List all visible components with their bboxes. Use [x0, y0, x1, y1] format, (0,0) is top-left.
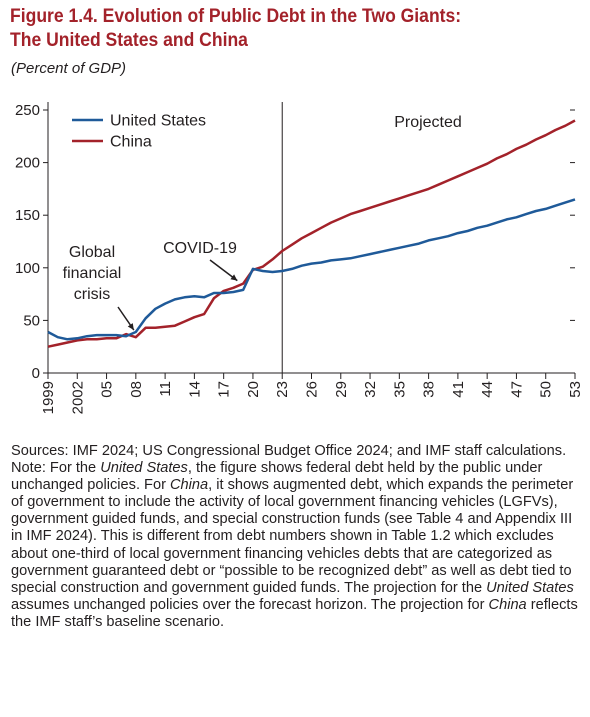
sources-text: Sources: IMF 2024; US Congressional Budg…: [11, 443, 567, 459]
annotation-covid-line-0: COVID-19: [163, 240, 237, 257]
note-text: Note: For the United States, the figure …: [11, 460, 586, 631]
x-tick-label-2044: 44: [479, 381, 496, 398]
series-line-united-states: [47, 198, 576, 341]
x-tick-label-1999: 1999: [40, 381, 57, 414]
annotation-gfc-line-2: crisis: [74, 286, 110, 303]
x-tick-label-2002: 2002: [69, 381, 86, 414]
figure-title-line-1: Figure 1.4. Evolution of Public Debt in …: [10, 5, 462, 27]
note-run-3: China: [170, 477, 209, 494]
annotation-covid-arrow-head: [230, 274, 238, 281]
series-line-china: [47, 119, 576, 348]
y-tick-label-250: 250: [15, 102, 40, 119]
x-tick-label-2014: 14: [186, 381, 203, 398]
debt-line-chart: Projected 0 50 100 150 200 250 1999 2002 05 08 11 1…: [15, 102, 584, 414]
y-tick-label-50: 50: [23, 312, 40, 329]
annotation-gfc-arrow-head: [127, 323, 134, 331]
annotation-gfc-line-1: financial: [63, 265, 122, 282]
y-tick-label-150: 150: [15, 207, 40, 224]
note-run-8: reflects the IMF staff’s baseline scenar…: [11, 596, 578, 630]
note-run-2: , the figure shows federal debt held by …: [11, 460, 543, 494]
annotation-gfc-line-0: Global: [69, 244, 115, 261]
legend-label-united-states: United States: [110, 113, 206, 130]
x-tick-label-2032: 32: [362, 381, 379, 398]
x-tick-label-2005: 05: [99, 381, 116, 398]
x-tick-label-2008: 08: [128, 381, 145, 398]
x-tick-label-2026: 26: [304, 381, 321, 398]
x-tick-label-2035: 35: [391, 381, 408, 398]
y-tick-label-200: 200: [15, 155, 40, 172]
y-tick-label-100: 100: [15, 260, 40, 277]
note-run-7: China: [488, 596, 527, 613]
figure-notes: Sources: IMF 2024; US Congressional Budg…: [11, 443, 586, 631]
projection-label: Projected: [394, 114, 462, 131]
x-tick-label-2038: 38: [421, 381, 438, 398]
x-tick-label-2017: 17: [216, 381, 233, 398]
x-tick-label-2041: 41: [450, 381, 467, 398]
x-tick-label-2029: 29: [333, 381, 350, 398]
x-tick-label-2011: 11: [157, 381, 174, 397]
x-tick-label-2047: 47: [508, 381, 525, 398]
note-run-6: assumes unchanged policies over the fore…: [11, 596, 489, 613]
x-tick-label-2023: 23: [274, 381, 291, 398]
note-run-4: , it shows augmented debt, which expands…: [11, 477, 574, 596]
x-tick-label-2053: 53: [567, 381, 584, 398]
note-run-1: United States: [100, 460, 188, 477]
y-tick-label-0: 0: [32, 365, 40, 382]
figure-subtitle: (Percent of GDP): [11, 60, 127, 77]
x-tick-label-2020: 20: [245, 381, 262, 398]
x-tick-label-2050: 50: [538, 381, 555, 398]
figure-title-line-2: The United States and China: [10, 29, 248, 51]
legend-label-china: China: [110, 134, 152, 151]
note-run-0: Note: For the: [11, 460, 101, 477]
note-run-5: United States: [486, 579, 574, 596]
figure-title: Figure 1.4. Evolution of Public Debt in …: [10, 4, 523, 52]
